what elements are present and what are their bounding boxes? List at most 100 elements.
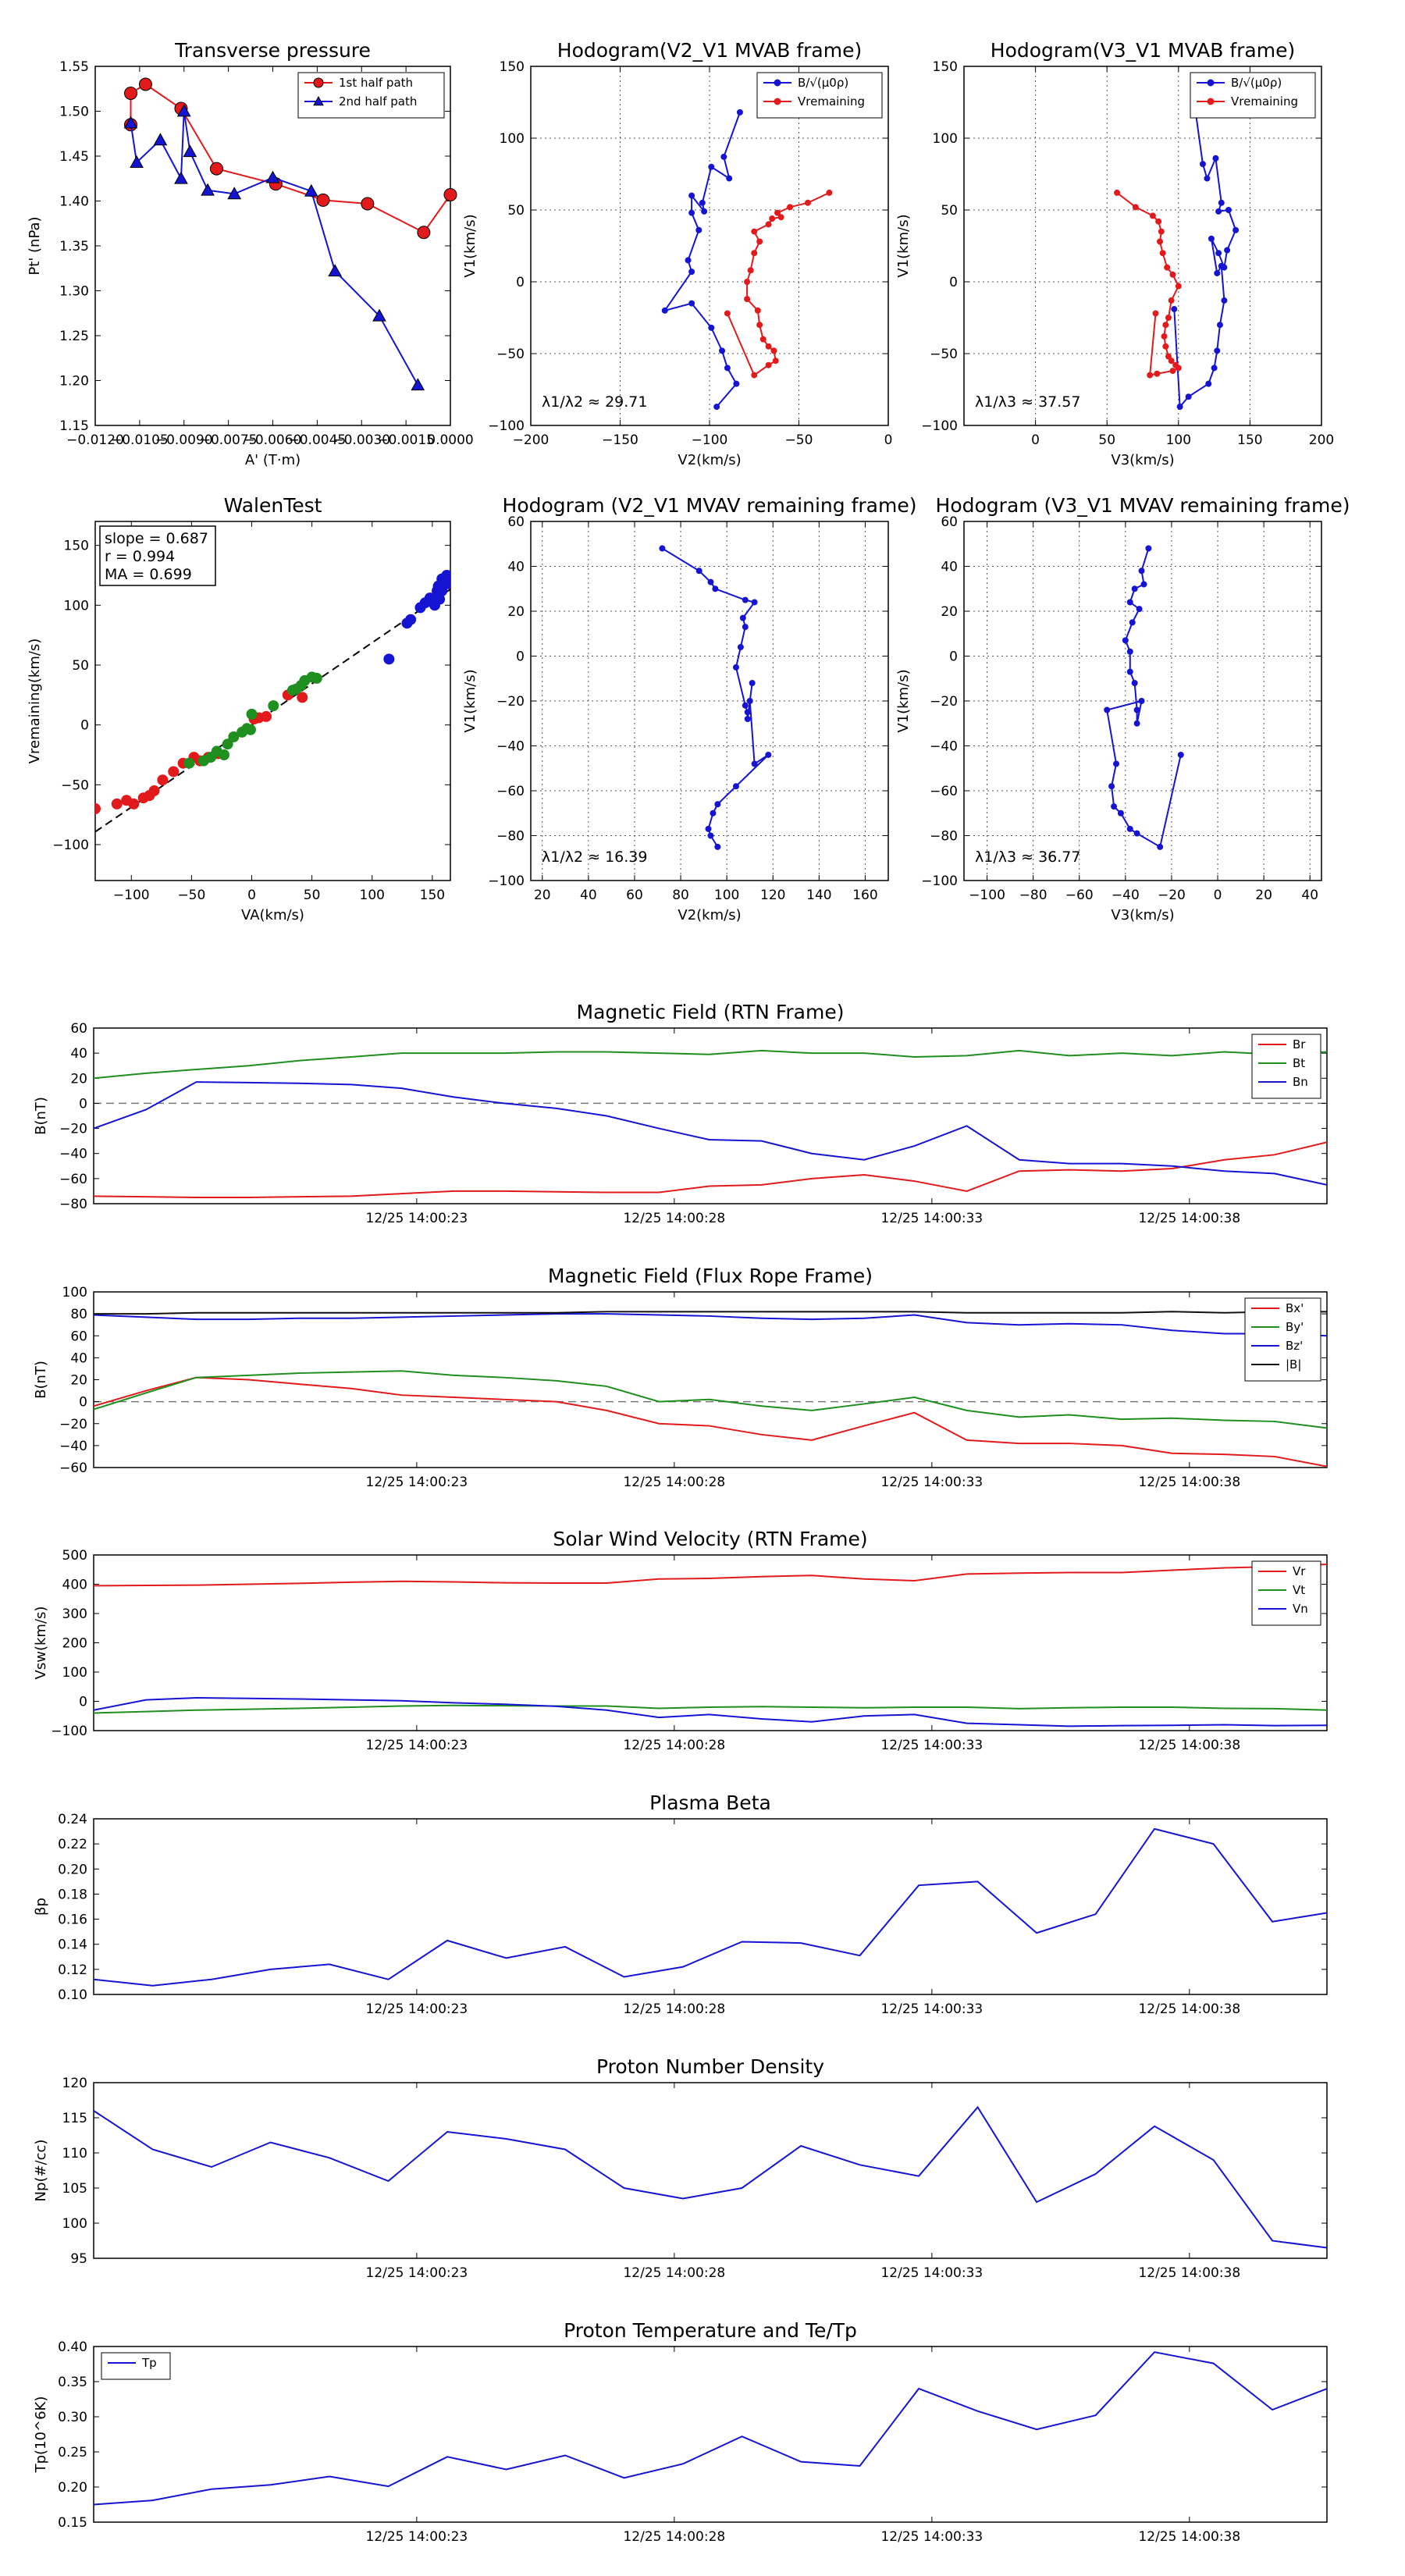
- y-tick-label: 80: [70, 1307, 87, 1322]
- x-tick-label: −0.0030: [333, 432, 390, 448]
- x-tick-label: 60: [626, 888, 643, 903]
- x-tick-label: −0.0090: [155, 432, 213, 448]
- y-tick-label: 1.25: [59, 329, 89, 344]
- y-axis-label: B(nT): [33, 1097, 49, 1135]
- data-point: [732, 664, 739, 671]
- data-point: [765, 343, 772, 350]
- y-tick-label: 0: [80, 718, 89, 734]
- y-tick-label: 100: [933, 131, 958, 147]
- x-tick-label: 12/25 14:00:23: [366, 1475, 468, 1490]
- y-axis-label: βp: [33, 1898, 49, 1916]
- data-point: [765, 361, 772, 368]
- data-point: [710, 809, 717, 817]
- y-tick-label: 150: [933, 59, 958, 75]
- y-tick-label: 50: [941, 203, 958, 219]
- scatter-point: [261, 710, 272, 722]
- data-point: [708, 163, 715, 170]
- y-tick-label: 40: [507, 560, 525, 575]
- y-tick-label: 40: [941, 560, 958, 575]
- data-point: [124, 87, 137, 100]
- y-tick-label: −40: [930, 739, 958, 755]
- data-point: [726, 175, 733, 182]
- data-point: [1126, 648, 1133, 655]
- series-line: [94, 1081, 1327, 1186]
- legend-label: |B|: [1286, 1357, 1301, 1372]
- y-tick-label: 0: [79, 1695, 87, 1710]
- data-point: [227, 187, 242, 200]
- data-point: [1126, 825, 1133, 832]
- y-tick-label: 0.40: [58, 2339, 87, 2355]
- scatter-point: [246, 708, 258, 720]
- panel-11: 12/25 14:00:23 12/25 14:00:28 12/25 14:00:…: [33, 2055, 1328, 2281]
- data-point: [1108, 783, 1115, 790]
- data-point: [699, 199, 706, 206]
- data-point: [804, 199, 811, 206]
- plot-frame: [93, 2346, 1328, 2523]
- data-point: [201, 183, 215, 196]
- data-point: [826, 189, 833, 196]
- y-axis-label: Np(#/cc): [33, 2140, 49, 2202]
- data-point: [1117, 809, 1124, 817]
- y-tick-label: 0.20: [58, 2480, 87, 2496]
- data-point: [707, 832, 714, 839]
- x-tick-label: −50: [177, 888, 205, 903]
- data-point: [1158, 228, 1165, 235]
- legend-label: B/√(μ0ρ): [1231, 76, 1282, 90]
- y-tick-label: 0.20: [58, 1862, 87, 1877]
- scatter-point: [405, 614, 417, 625]
- x-tick-label: −20: [1158, 888, 1186, 903]
- y-tick-label: 1.40: [59, 194, 89, 210]
- legend: Tp: [101, 2352, 171, 2380]
- y-axis-label: Tp(10^6K): [33, 2396, 49, 2474]
- data-point: [751, 599, 758, 606]
- y-tick-label: −20: [496, 694, 525, 710]
- scatter-point: [228, 731, 240, 742]
- y-tick-label: −20: [930, 694, 958, 710]
- y-tick-label: −100: [488, 873, 525, 889]
- y-tick-label: 100: [62, 1285, 87, 1300]
- x-tick-label: 12/25 14:00:23: [366, 1738, 468, 1753]
- scatter-point: [311, 672, 322, 684]
- data-point: [688, 269, 695, 276]
- data-point: [313, 77, 324, 88]
- x-tick-label: 12/25 14:00:38: [1138, 1475, 1240, 1490]
- data-point: [1162, 343, 1169, 350]
- y-tick-label: 60: [70, 1329, 87, 1344]
- data-point: [1138, 568, 1145, 575]
- y-tick-label: 150: [64, 539, 89, 554]
- scatter-point: [111, 798, 123, 809]
- stats-line: r = 0.994: [105, 548, 175, 565]
- data-point: [1218, 199, 1225, 206]
- x-tick-label: 40: [580, 888, 597, 903]
- data-point: [1207, 79, 1215, 87]
- scatter-point: [128, 798, 140, 809]
- data-point: [751, 372, 758, 379]
- x-tick-label: 50: [1098, 432, 1115, 448]
- x-tick-label: 160: [852, 888, 877, 903]
- data-point: [1156, 238, 1163, 245]
- x-tick-label: −100: [113, 888, 150, 903]
- legend-label: Vn: [1293, 1602, 1308, 1616]
- data-point: [1113, 760, 1120, 767]
- data-point: [724, 365, 731, 372]
- series-line: [94, 2105, 1327, 2249]
- x-axis-label: V2(km/s): [678, 907, 741, 923]
- y-tick-label: 0.14: [58, 1937, 87, 1953]
- x-axis-label: V2(km/s): [678, 452, 741, 468]
- data-point: [751, 250, 758, 257]
- data-point: [1126, 599, 1133, 606]
- data-point: [1218, 262, 1225, 269]
- x-tick-label: −60: [1065, 888, 1094, 903]
- y-tick-label: 60: [941, 514, 958, 530]
- x-tick-label: 12/25 14:00:38: [1138, 1738, 1240, 1753]
- y-axis-label: V1(km/s): [895, 669, 912, 732]
- data-point: [1155, 218, 1162, 225]
- y-tick-label: 0.10: [58, 1987, 87, 2003]
- series-line: [94, 1370, 1327, 1429]
- y-tick-label: −80: [496, 829, 525, 845]
- data-point: [765, 221, 772, 228]
- data-point: [1159, 250, 1166, 257]
- x-tick-label: 12/25 14:00:38: [1138, 2001, 1240, 2017]
- y-tick-label: 0: [949, 649, 958, 665]
